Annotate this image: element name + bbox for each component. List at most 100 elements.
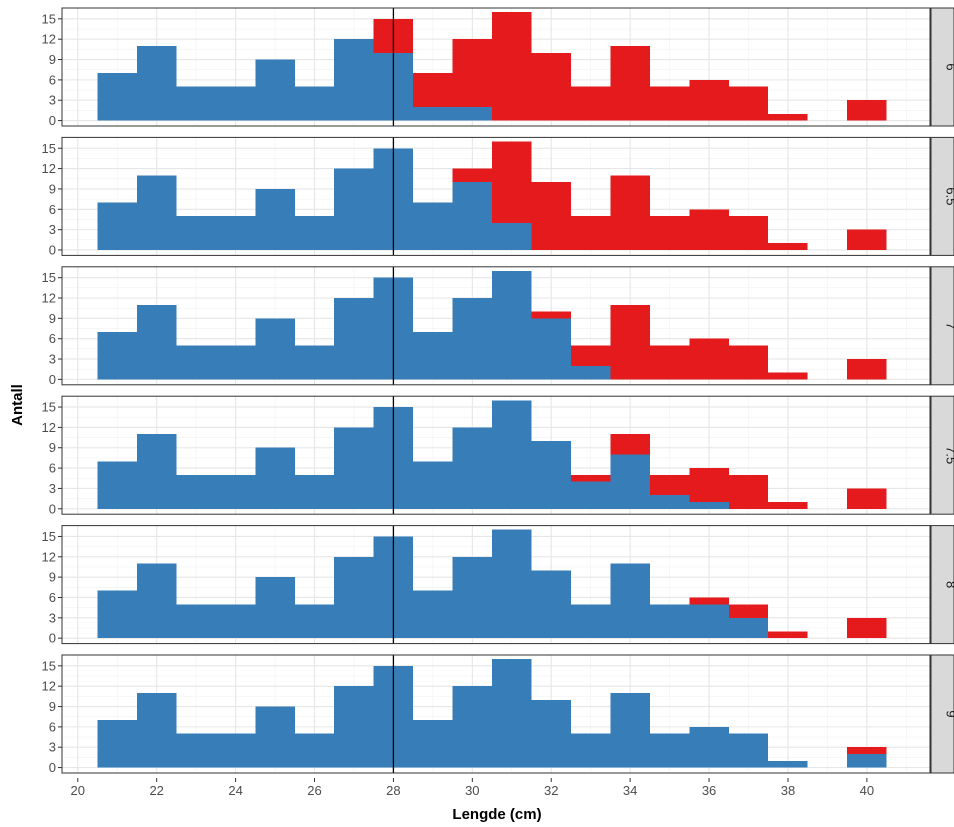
bar-blue <box>215 474 256 509</box>
bar-red <box>847 229 887 250</box>
bar-blue <box>176 86 216 121</box>
y-tick-label: 3 <box>49 481 56 496</box>
y-tick-label: 15 <box>42 270 56 285</box>
bar-red <box>610 304 650 380</box>
panel-border <box>61 395 931 515</box>
bar-red <box>847 617 887 639</box>
bar-blue <box>334 686 374 768</box>
bar-red <box>689 468 729 502</box>
bar-red <box>768 113 808 121</box>
bar-blue <box>531 318 571 380</box>
bar-blue <box>294 345 335 380</box>
bar-blue <box>413 720 453 768</box>
bar-red <box>570 86 611 121</box>
facet-strip-label: 6 <box>944 63 954 70</box>
bar-blue <box>176 604 216 639</box>
bar-blue <box>255 188 295 250</box>
bar-blue <box>294 474 335 509</box>
bar-blue <box>294 604 335 639</box>
bar-red <box>649 86 690 121</box>
y-tick-label: 15 <box>42 11 56 26</box>
y-tick-label: 6 <box>49 202 56 217</box>
facet-strip <box>930 395 954 515</box>
facet-strip <box>930 266 954 386</box>
y-tick-label: 3 <box>49 610 56 625</box>
bar-blue <box>492 529 532 639</box>
facet-strip <box>930 136 954 256</box>
bar-red <box>492 12 532 121</box>
bar-red <box>847 488 887 509</box>
bar-blue <box>452 182 493 250</box>
bar-red <box>728 216 769 250</box>
bar-red <box>689 338 729 380</box>
bar-red <box>649 474 690 496</box>
bar-blue <box>215 733 256 768</box>
bar-red <box>689 79 729 121</box>
bar-blue <box>136 304 177 380</box>
bar-red <box>570 345 611 366</box>
bar-blue <box>215 604 256 639</box>
panel-border <box>61 266 931 386</box>
bar-blue <box>255 59 295 121</box>
bar-red <box>610 45 650 121</box>
bar-red <box>728 86 769 121</box>
bar-blue <box>492 659 532 768</box>
bar-blue <box>97 73 137 121</box>
y-tick-label: 9 <box>49 181 56 196</box>
bar-red <box>531 182 571 250</box>
bar-blue <box>610 454 650 509</box>
x-tick-label: 32 <box>544 783 558 798</box>
bar-blue <box>570 604 611 639</box>
y-tick-label: 0 <box>49 760 56 775</box>
x-tick-label: 22 <box>149 783 163 798</box>
bar-red <box>768 243 808 250</box>
bar-blue <box>610 692 650 768</box>
bar-blue <box>492 270 532 380</box>
y-tick-label: 15 <box>42 141 56 156</box>
bar-blue <box>452 556 493 639</box>
bar-red <box>452 168 493 183</box>
bar-red <box>689 597 729 605</box>
bar-blue <box>136 434 177 509</box>
y-axis-title: Antall <box>9 384 26 426</box>
y-tick-label: 12 <box>42 549 56 564</box>
bar-red <box>768 631 808 639</box>
facet-strip <box>930 654 954 774</box>
facet-panel-7-5: 0 3 6 9 12 15 7.5 <box>42 395 954 516</box>
bar-red <box>847 100 887 121</box>
panel-border <box>61 525 931 645</box>
bar-blue <box>136 563 177 639</box>
facet-strip-label: 9 <box>944 710 954 717</box>
facet-strip-label: 7 <box>944 322 954 329</box>
y-tick-label: 15 <box>42 400 56 415</box>
bar-blue <box>136 45 177 121</box>
bar-blue <box>452 686 493 768</box>
x-tick-label: 34 <box>623 783 637 798</box>
bar-blue <box>176 474 216 509</box>
y-tick-label: 12 <box>42 161 56 176</box>
y-tick-label: 9 <box>49 440 56 455</box>
bar-blue <box>334 39 374 121</box>
bar-blue <box>531 699 571 768</box>
bar-blue <box>413 590 453 639</box>
bar-blue <box>334 556 374 639</box>
x-tick-label: 28 <box>386 783 400 798</box>
bar-red <box>610 175 650 250</box>
bar-blue <box>97 461 137 509</box>
bar-blue <box>570 733 611 768</box>
bar-blue <box>689 501 729 509</box>
bar-blue <box>531 570 571 639</box>
bar-blue <box>452 107 493 121</box>
bar-blue <box>215 86 256 121</box>
bar-blue <box>97 331 137 380</box>
y-tick-label: 6 <box>49 719 56 734</box>
y-tick-label: 0 <box>49 242 56 257</box>
bar-blue <box>334 297 374 380</box>
facet-panel-7: 0 3 6 9 12 15 7 <box>42 266 954 387</box>
facet-panel-6: 0 3 6 9 12 15 6 <box>42 7 954 128</box>
bar-blue <box>728 733 769 768</box>
x-tick-label: 40 <box>860 783 874 798</box>
bar-red <box>847 747 887 755</box>
facet-strip-label: 8 <box>944 581 954 588</box>
